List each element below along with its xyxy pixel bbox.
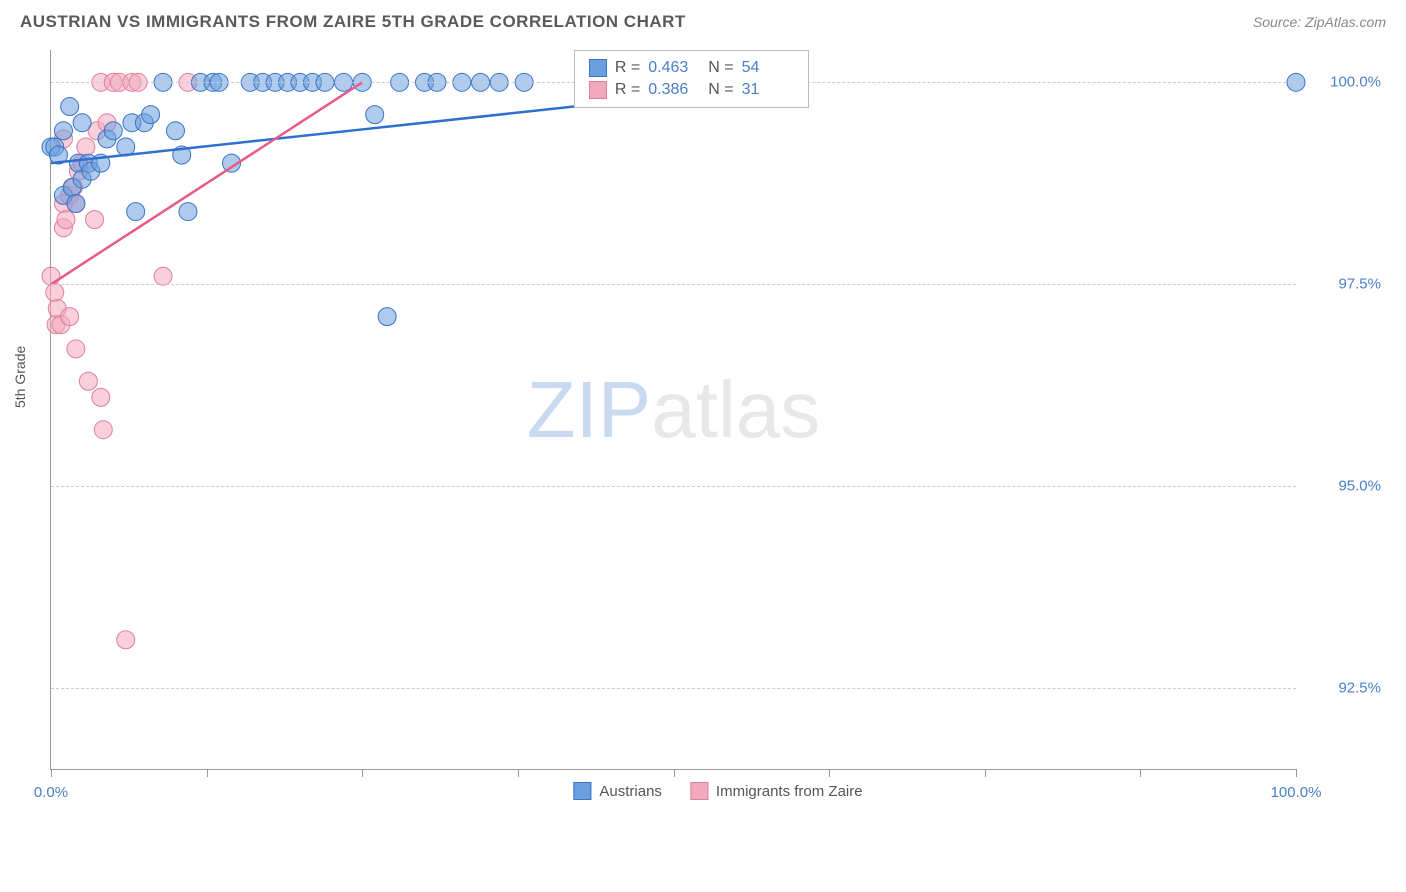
chart-container: 5th Grade ZIPatlas R = 0.463 N = 54 R = …: [50, 40, 1386, 820]
xtick: [1140, 769, 1141, 777]
n-label: N =: [708, 81, 733, 99]
legend-label-zaire: Immigrants from Zaire: [716, 783, 863, 800]
n-value-austrians: 54: [742, 59, 794, 77]
xtick: [207, 769, 208, 777]
gridline: [51, 486, 1296, 487]
ytick-label: 92.5%: [1338, 680, 1381, 697]
xtick: [51, 769, 52, 777]
xtick: [362, 769, 363, 777]
xtick: [674, 769, 675, 777]
legend-row-austrians: R = 0.463 N = 54: [589, 57, 794, 79]
series-legend: Austrians Immigrants from Zaire: [573, 782, 862, 800]
ytick-label: 97.5%: [1338, 276, 1381, 293]
n-label: N =: [708, 59, 733, 77]
plot-area: ZIPatlas R = 0.463 N = 54 R = 0.386 N = …: [50, 50, 1296, 770]
legend-item-austrians: Austrians: [573, 782, 662, 800]
scatter-plot-svg: [51, 50, 1296, 769]
r-value-austrians: 0.463: [648, 59, 700, 77]
swatch-zaire-icon: [690, 782, 708, 800]
legend-label-austrians: Austrians: [599, 783, 662, 800]
ytick-label: 95.0%: [1338, 478, 1381, 495]
xtick: [829, 769, 830, 777]
gridline: [51, 284, 1296, 285]
legend-item-zaire: Immigrants from Zaire: [690, 782, 863, 800]
ytick-label: 100.0%: [1330, 74, 1381, 91]
swatch-austrians: [589, 59, 607, 77]
xtick: [985, 769, 986, 777]
swatch-austrians-icon: [573, 782, 591, 800]
y-axis-label: 5th Grade: [12, 346, 28, 408]
gridline: [51, 688, 1296, 689]
n-value-zaire: 31: [742, 81, 794, 99]
swatch-zaire: [589, 81, 607, 99]
correlation-legend: R = 0.463 N = 54 R = 0.386 N = 31: [574, 50, 809, 108]
r-value-zaire: 0.386: [648, 81, 700, 99]
xtick-label: 0.0%: [34, 784, 68, 801]
legend-row-zaire: R = 0.386 N = 31: [589, 79, 794, 101]
source-attribution: Source: ZipAtlas.com: [1253, 14, 1386, 30]
xtick-label: 100.0%: [1271, 784, 1322, 801]
r-label: R =: [615, 59, 640, 77]
r-label: R =: [615, 81, 640, 99]
xtick: [518, 769, 519, 777]
chart-title: AUSTRIAN VS IMMIGRANTS FROM ZAIRE 5TH GR…: [20, 12, 686, 32]
xtick: [1296, 769, 1297, 777]
